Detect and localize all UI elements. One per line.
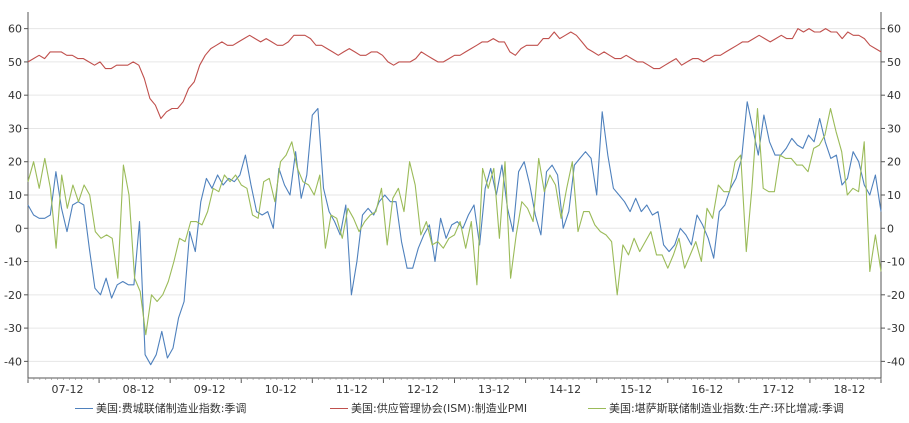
y-tick-label-right: 0	[887, 222, 894, 235]
x-tick-label: 10-12	[265, 383, 297, 396]
legend-label-philly: 美国:费城联储制造业指数:季调	[96, 402, 247, 415]
legend-item-ism: 美国:供应管理协会(ISM):制造业PMI	[330, 400, 527, 416]
y-tick-label-left: 20	[8, 156, 22, 169]
x-tick-label: 15-12	[620, 383, 652, 396]
y-tick-label-right: 30	[887, 122, 901, 135]
y-tick-label-right: 40	[887, 89, 901, 102]
x-axis-ticks: 07-12 08-12 09-12 10-12 11-12 12-12 13-12 14-12…	[27, 378, 882, 396]
y-axis-right-ticks: -40 -30 -20 -10 0 10 20 30 40 50 60	[881, 23, 905, 368]
legend-swatch-philly	[75, 407, 93, 409]
y-tick-label-right: -30	[887, 322, 905, 335]
x-tick-label: 17-12	[762, 383, 794, 396]
y-tick-label-left: 30	[8, 122, 22, 135]
legend-label-dallas: 美国:堪萨斯联储制造业指数:生产:环比增减:季调	[609, 402, 844, 415]
y-tick-label-right: -20	[887, 289, 905, 302]
series-line-philly	[27, 101, 882, 366]
x-tick-label: 09-12	[194, 383, 226, 396]
y-axis-left-ticks: -40 -30 -20 -10 0 10 20 30 40 50 60	[4, 23, 28, 368]
y-tick-label-right: 50	[887, 56, 901, 69]
x-tick-label: 07-12	[52, 383, 84, 396]
y-tick-label-right: 20	[887, 156, 901, 169]
x-tick-label: 16-12	[691, 383, 723, 396]
series-line-ism	[27, 28, 882, 120]
legend-item-dallas: 美国:堪萨斯联储制造业指数:生产:环比增减:季调	[588, 400, 844, 416]
series-line-dallas	[27, 107, 882, 336]
legend-swatch-dallas	[588, 407, 606, 409]
x-tick-label: 08-12	[123, 383, 155, 396]
y-tick-label-left: 40	[8, 89, 22, 102]
y-tick-label-left: 10	[8, 189, 22, 202]
y-tick-label-left: -10	[4, 256, 22, 269]
y-tick-label-left: -30	[4, 322, 22, 335]
y-tick-label-right: -40	[887, 355, 905, 368]
x-tick-label: 14-12	[549, 383, 581, 396]
y-tick-label-right: 60	[887, 23, 901, 36]
legend-swatch-ism	[330, 407, 348, 409]
series-lines	[27, 28, 882, 366]
y-tick-label-right: 10	[887, 189, 901, 202]
y-tick-label-left: 60	[8, 23, 22, 36]
y-tick-label-right: -10	[887, 256, 905, 269]
x-tick-label: 18-12	[833, 383, 865, 396]
y-tick-label-left: -40	[4, 355, 22, 368]
x-tick-label: 11-12	[336, 383, 368, 396]
y-tick-label-left: 0	[15, 222, 22, 235]
y-tick-label-left: 50	[8, 56, 22, 69]
x-tick-label: 12-12	[407, 383, 439, 396]
legend-label-ism: 美国:供应管理协会(ISM):制造业PMI	[351, 402, 528, 415]
x-tick-label: 13-12	[478, 383, 510, 396]
legend-item-philly: 美国:费城联储制造业指数:季调	[75, 400, 246, 416]
y-tick-label-left: -20	[4, 289, 22, 302]
gridlines	[28, 28, 881, 362]
